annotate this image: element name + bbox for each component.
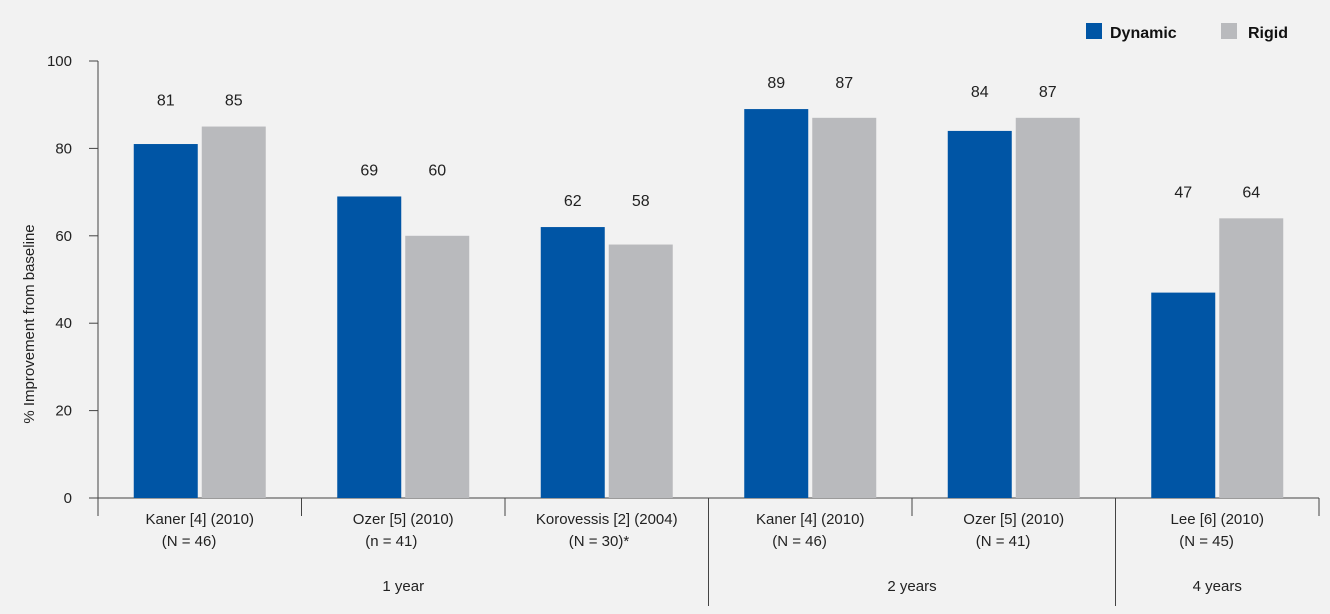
bar-rigid (201, 126, 266, 499)
legend-label-rigid: Rigid (1248, 25, 1288, 42)
y-tick-label: 100 (47, 53, 72, 70)
bar-dynamic (947, 130, 1012, 499)
x-category-label: Lee [6] (2010) (1171, 511, 1264, 528)
bar-rigid (812, 117, 877, 498)
legend-item-dynamic: Dynamic (1086, 23, 1177, 42)
axes: 0 20 40 60 80 100 (47, 53, 1320, 606)
bar-dynamic (540, 227, 605, 498)
x-group-label: 2 years (887, 578, 936, 595)
data-label-dynamic: 69 (360, 162, 378, 179)
data-label-dynamic: 89 (767, 75, 785, 92)
y-tick-label: 0 (64, 490, 72, 507)
bar-rigid (405, 235, 470, 499)
x-category-label: Korovessis [2] (2004) (536, 511, 678, 528)
legend-swatch-rigid (1221, 23, 1237, 39)
x-axis-categories: Kaner [4] (2010) (N = 46) Ozer [5] (2010) (… (146, 511, 1264, 550)
x-group-label: 4 years (1193, 578, 1242, 595)
data-label-rigid: 87 (835, 75, 853, 92)
data-label-dynamic: 62 (564, 193, 582, 210)
data-label-rigid: 85 (225, 93, 243, 110)
bar-dynamic (337, 196, 402, 498)
x-category-label: Kaner [4] (2010) (146, 511, 254, 528)
data-label-dynamic: 84 (971, 84, 989, 101)
bars (133, 109, 1284, 499)
data-label-dynamic: 81 (157, 93, 175, 110)
y-axis-label: % Improvement from baseline (21, 224, 38, 423)
y-tick-label: 40 (55, 315, 72, 332)
x-category-sublabel: (N = 41) (976, 533, 1031, 550)
bar-dynamic (133, 144, 198, 498)
legend-swatch-dynamic (1086, 23, 1102, 39)
data-label-rigid: 60 (428, 162, 446, 179)
data-label-rigid: 87 (1039, 84, 1057, 101)
legend: Dynamic Rigid (1086, 23, 1288, 42)
bar-dynamic (744, 109, 809, 498)
legend-item-rigid: Rigid (1221, 23, 1288, 42)
y-tick-label: 60 (55, 228, 72, 245)
bar-rigid (1015, 117, 1080, 498)
x-category-sublabel: (N = 30)* (569, 533, 630, 550)
x-axis-groups: 1 year 2 years 4 years (382, 578, 1241, 595)
data-label-dynamic: 47 (1174, 184, 1192, 201)
y-tick-label: 80 (55, 140, 72, 157)
bar-rigid (1219, 218, 1284, 498)
x-category-label: Ozer [5] (2010) (963, 511, 1064, 528)
data-label-rigid: 58 (632, 193, 650, 210)
bar-dynamic (1151, 292, 1216, 498)
legend-label-dynamic: Dynamic (1110, 25, 1177, 42)
x-category-sublabel: (N = 46) (162, 533, 217, 550)
x-category-label: Ozer [5] (2010) (353, 511, 454, 528)
x-category-sublabel: (N = 45) (1179, 533, 1234, 550)
x-category-sublabel: (N = 46) (772, 533, 827, 550)
y-tick-label: 20 (55, 403, 72, 420)
bar-rigid (608, 244, 673, 498)
x-category-label: Kaner [4] (2010) (756, 511, 864, 528)
data-label-rigid: 64 (1242, 184, 1260, 201)
data-labels: 81 85 69 60 62 58 89 87 84 87 47 64 (157, 75, 1260, 210)
x-group-label: 1 year (382, 578, 424, 595)
x-category-sublabel: (n = 41) (365, 533, 417, 550)
